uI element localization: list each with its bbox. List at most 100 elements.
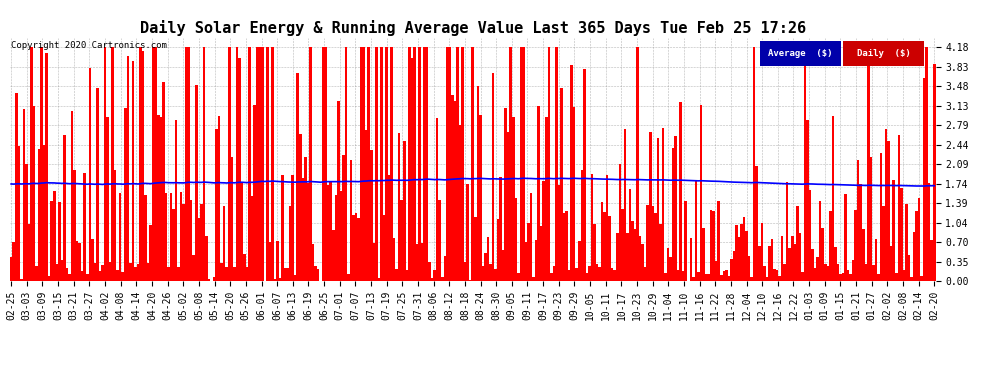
Bar: [880, 153, 882, 281]
Bar: [340, 191, 343, 281]
Bar: [913, 232, 916, 281]
Bar: [644, 267, 646, 281]
Bar: [809, 190, 811, 281]
Bar: [198, 219, 200, 281]
Bar: [451, 94, 453, 281]
Bar: [167, 267, 169, 281]
Bar: [869, 158, 872, 281]
Bar: [375, 47, 377, 281]
Bar: [448, 47, 451, 281]
Bar: [606, 175, 609, 281]
Bar: [263, 280, 266, 281]
Bar: [649, 132, 651, 281]
Bar: [669, 257, 672, 281]
Bar: [811, 249, 814, 281]
Bar: [588, 266, 591, 281]
Bar: [444, 256, 446, 281]
Bar: [824, 264, 827, 281]
Bar: [560, 88, 562, 281]
Bar: [380, 47, 383, 281]
Bar: [829, 211, 832, 281]
Bar: [124, 108, 127, 281]
Bar: [538, 106, 540, 281]
Bar: [530, 193, 533, 281]
Bar: [289, 206, 291, 281]
Bar: [453, 100, 456, 281]
Bar: [476, 86, 479, 281]
Bar: [601, 202, 603, 281]
Bar: [885, 129, 887, 281]
Bar: [857, 160, 859, 281]
Bar: [464, 262, 466, 281]
Bar: [659, 225, 661, 281]
Bar: [377, 278, 380, 281]
Bar: [713, 211, 715, 281]
FancyBboxPatch shape: [759, 41, 842, 66]
Bar: [43, 145, 46, 281]
Bar: [672, 148, 674, 281]
Bar: [851, 260, 854, 281]
Bar: [753, 47, 755, 281]
Bar: [86, 274, 88, 281]
Bar: [535, 240, 538, 281]
Bar: [157, 115, 159, 281]
Bar: [517, 273, 520, 281]
Bar: [99, 271, 101, 281]
Bar: [570, 65, 573, 281]
Bar: [101, 266, 104, 281]
Bar: [215, 129, 218, 281]
Bar: [718, 201, 720, 281]
Text: Copyright 2020 Cartronics.com: Copyright 2020 Cartronics.com: [11, 41, 166, 50]
Bar: [25, 165, 28, 281]
Bar: [135, 267, 137, 281]
Bar: [497, 219, 499, 281]
Bar: [50, 201, 53, 281]
Bar: [213, 277, 215, 281]
Bar: [276, 241, 279, 281]
Bar: [684, 201, 687, 281]
Bar: [28, 224, 30, 281]
Bar: [15, 93, 18, 281]
Bar: [365, 130, 367, 281]
Bar: [614, 270, 616, 281]
Bar: [598, 267, 601, 281]
Bar: [616, 233, 619, 281]
Bar: [741, 224, 742, 281]
Bar: [484, 252, 487, 281]
Bar: [94, 264, 96, 281]
Bar: [78, 243, 81, 281]
Bar: [573, 107, 575, 281]
Bar: [844, 194, 846, 281]
Bar: [692, 277, 695, 281]
Bar: [349, 160, 352, 281]
Bar: [294, 275, 296, 281]
Bar: [426, 47, 429, 281]
Bar: [822, 228, 824, 281]
Bar: [674, 136, 677, 281]
Bar: [926, 47, 928, 281]
Bar: [679, 102, 682, 281]
Bar: [221, 263, 223, 281]
Bar: [231, 157, 233, 281]
Bar: [489, 264, 492, 281]
Bar: [776, 270, 778, 281]
Bar: [702, 228, 705, 281]
Bar: [705, 274, 707, 281]
Bar: [890, 246, 892, 281]
Bar: [621, 209, 624, 281]
Bar: [466, 184, 469, 281]
Bar: [352, 216, 354, 281]
Bar: [137, 264, 140, 281]
Bar: [185, 47, 187, 281]
Bar: [900, 189, 903, 281]
Bar: [872, 265, 875, 281]
Bar: [854, 210, 857, 281]
Bar: [801, 273, 804, 281]
Bar: [474, 217, 476, 281]
Bar: [18, 146, 20, 281]
Bar: [725, 270, 728, 281]
Bar: [190, 200, 192, 281]
Bar: [882, 206, 885, 281]
Bar: [661, 128, 664, 281]
Bar: [385, 47, 388, 281]
